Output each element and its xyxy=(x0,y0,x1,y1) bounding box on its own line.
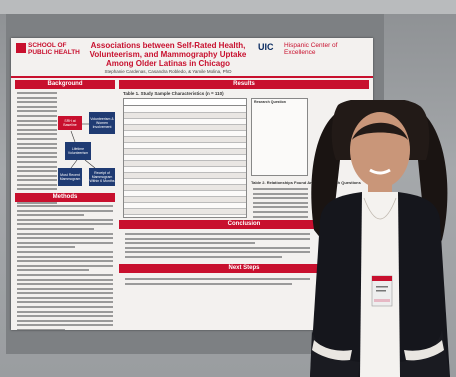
diagram-receipt-box: Receipt of Mammogram Within 6 Months xyxy=(89,168,115,186)
diagram-arrows xyxy=(70,123,96,169)
conclusion-text xyxy=(125,233,310,261)
diagram-srh-box: SRH at Baseline xyxy=(58,116,82,130)
flow-label: Research Question xyxy=(254,100,286,104)
school-logo: SCHOOL OF PUBLIC HEALTH xyxy=(16,41,80,63)
center-logo-text: Hispanic Center of Excellence xyxy=(284,42,338,56)
uic-logo: UIC Hispanic Center of Excellence xyxy=(258,42,370,66)
diagram-lifetime-box: Lifetime Volunteerism xyxy=(65,142,91,160)
section-results: Results xyxy=(119,80,369,89)
diagram-volunteer-box: Volunteerism & Women Involvement xyxy=(89,112,115,134)
display-frame xyxy=(0,0,456,14)
poster-authors: Stephanie Cardenas, Casandra Robledo, & … xyxy=(104,69,232,74)
section-background: Background xyxy=(15,80,115,89)
section-next-steps: Next Steps xyxy=(119,264,369,273)
section-methods: Methods xyxy=(15,193,115,202)
table1-title: Table 1. Study Sample Characteristics (n… xyxy=(123,91,224,96)
logo-mark-icon xyxy=(16,43,26,53)
presenter-person xyxy=(310,100,450,377)
next-steps-text xyxy=(125,278,310,287)
school-logo-text: SCHOOL OF PUBLIC HEALTH xyxy=(28,42,80,56)
section-conclusion: Conclusion xyxy=(119,220,369,229)
table2-title: Table 2. Relationships Found Among Resea… xyxy=(251,180,361,185)
diagram-recent-box: Most Recent Mammogram xyxy=(58,168,82,186)
uic-logo-text: UIC xyxy=(258,42,274,52)
table1 xyxy=(123,98,247,218)
background-text xyxy=(17,92,57,207)
header-divider xyxy=(11,76,373,78)
poster-title: Associations between Self-Rated Health, … xyxy=(89,41,247,68)
flow-diagram: Research Question xyxy=(251,98,308,176)
methods-text xyxy=(17,205,113,330)
